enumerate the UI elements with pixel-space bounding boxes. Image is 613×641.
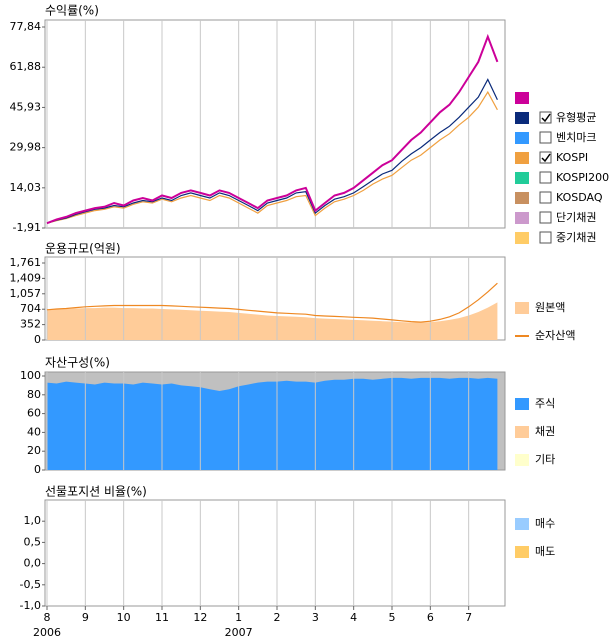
legend-label: 채권	[535, 425, 555, 438]
legend-label: 원본액	[535, 301, 565, 314]
line	[46, 282, 498, 323]
x-tick-label: 7	[465, 611, 472, 624]
legend-label: 매도	[535, 545, 555, 558]
x-tick-label: 12	[193, 611, 207, 624]
y-tick-label: 1,0	[24, 514, 42, 527]
legend-checkbox[interactable]	[539, 191, 552, 204]
panel-title: 수익률(%)	[45, 4, 99, 18]
y-tick-label: 0	[34, 333, 41, 346]
panel-title: 운용규모(억원)	[45, 242, 121, 256]
y-tick-label: 14,03	[10, 181, 42, 194]
y-tick-label: 704	[20, 302, 41, 315]
x-tick-label: 8	[44, 611, 51, 624]
legend-label: KOSPI	[556, 151, 588, 164]
check-mark	[541, 153, 551, 163]
legend-swatch	[515, 132, 529, 144]
y-tick-label: 77,84	[10, 20, 42, 33]
y-tick-label: 0,0	[24, 557, 42, 570]
legend-checkbox[interactable]	[539, 131, 552, 144]
legend-label: 기타	[535, 453, 555, 466]
y-tick-label: -1,91	[13, 221, 41, 234]
line	[46, 33, 499, 225]
legend-swatch	[515, 518, 529, 530]
legend-swatch	[515, 454, 529, 466]
y-tick-label: 61,88	[10, 60, 42, 73]
legend-swatch	[515, 302, 529, 314]
y-tick-label: 20	[27, 444, 41, 457]
legend-checkbox[interactable]	[539, 151, 552, 164]
y-tick-label: 100	[20, 369, 41, 382]
legend-label: 중기채권	[556, 231, 596, 244]
legend-checkbox[interactable]	[539, 211, 552, 224]
legend-label: 벤치마크	[556, 131, 596, 144]
legend-swatch	[515, 232, 529, 244]
legend-swatch	[515, 172, 529, 184]
x-tick-label: 4	[350, 611, 357, 624]
legend-swatch	[515, 426, 529, 438]
legend-checkbox[interactable]	[539, 171, 552, 184]
y-tick-label: 1,057	[10, 287, 42, 300]
y-tick-label: 45,93	[10, 100, 42, 113]
check-mark	[541, 113, 551, 123]
panel-title: 선물포지션 비율(%)	[45, 485, 147, 499]
legend-swatch	[515, 398, 529, 410]
x-tick-label: 3	[312, 611, 319, 624]
x-tick-label: 1	[235, 611, 242, 624]
legend-label: 순자산액	[535, 329, 575, 342]
y-tick-label: 60	[27, 407, 41, 420]
legend-swatch	[515, 192, 529, 204]
legend-label: 주식	[535, 397, 555, 410]
plot-area	[44, 499, 506, 607]
x-year-label: 2007	[225, 626, 253, 639]
legend-swatch	[515, 212, 529, 224]
x-tick-label: 9	[82, 611, 89, 624]
area	[47, 302, 498, 340]
y-tick-label: 0	[34, 463, 41, 476]
x-tick-label: 2	[274, 611, 281, 624]
stack-area	[47, 377, 498, 470]
y-tick-label: 0,5	[24, 535, 42, 548]
legend-checkbox[interactable]	[539, 111, 552, 124]
y-tick-label: 1,409	[10, 271, 42, 284]
legend-swatch	[515, 112, 529, 124]
y-tick-label: 29,98	[10, 141, 42, 154]
y-tick-label: -0,5	[20, 578, 41, 591]
y-tick-label: 352	[20, 318, 41, 331]
x-tick-label: 5	[389, 611, 396, 624]
y-tick-label: 80	[27, 388, 41, 401]
panel-title: 자산구성(%)	[45, 356, 110, 370]
x-tick-label: 11	[155, 611, 169, 624]
y-tick-label: -1,0	[20, 599, 41, 612]
legend-label: 매수	[535, 517, 555, 530]
line	[46, 78, 498, 224]
y-tick-label: 1,761	[10, 256, 42, 269]
y-tick-label: 40	[27, 425, 41, 438]
legend-swatch	[515, 152, 529, 164]
x-year-label: 2006	[33, 626, 61, 639]
legend-swatch	[515, 546, 529, 558]
plot-area	[44, 19, 506, 229]
legend-label: 유형평균	[556, 111, 596, 124]
x-tick-label: 10	[117, 611, 131, 624]
legend-label: 단기채권	[556, 211, 596, 224]
legend-label: KOSPI200	[556, 171, 609, 184]
line	[46, 90, 498, 224]
legend-label: KOSDAQ	[556, 191, 603, 204]
x-tick-label: 6	[427, 611, 434, 624]
legend-swatch	[515, 92, 529, 104]
legend-checkbox[interactable]	[539, 231, 552, 244]
